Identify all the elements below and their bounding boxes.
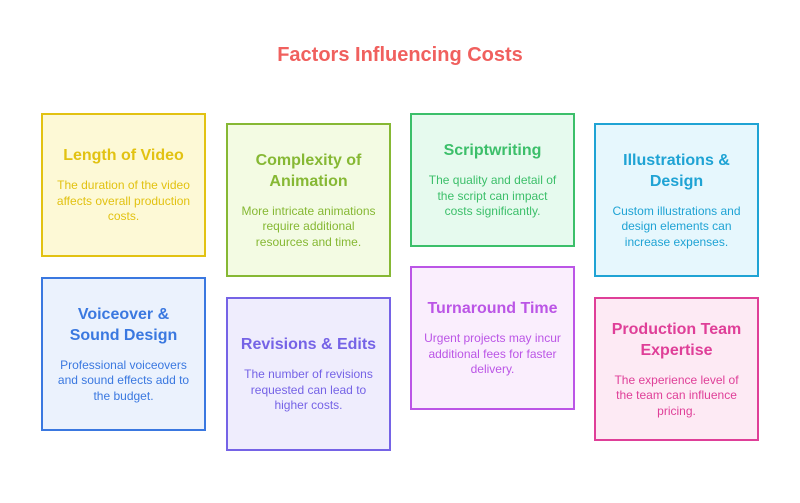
card-title: Illustrations & Design (623, 151, 730, 190)
card-title: Voiceover & Sound Design (69, 305, 178, 344)
card-length-of-video: Length of Video The duration of the video… (41, 113, 206, 257)
card-text: More intricate animations require additi… (241, 203, 376, 249)
diagram-title: Factors Influencing Costs (277, 44, 523, 66)
card-turnaround-time: Turnaround Time Urgent projects may incur… (410, 266, 575, 410)
card-title: Length of Video (63, 147, 184, 165)
card-text: The number of revisions requested can le… (244, 367, 373, 413)
card-title: Revisions & Edits (240, 336, 377, 354)
card-title: Production Team Expertise (611, 320, 742, 359)
card-scriptwriting: Scriptwriting The quality and detail of t… (410, 113, 575, 247)
card-text: Urgent projects may incur additional fee… (424, 331, 561, 377)
card-title: Complexity of Animation (255, 151, 362, 190)
card-text: Professional voiceovers and sound effect… (57, 357, 190, 403)
card-title: Turnaround Time (427, 300, 558, 318)
card-text: The experience level of the team can inf… (614, 372, 739, 418)
card-title: Scriptwriting (443, 142, 542, 160)
card-text: The quality and detail of the script can… (428, 173, 557, 219)
card-complexity-of-animation: Complexity of Animation More intricate an… (226, 123, 391, 277)
card-text: Custom illustrations and design elements… (612, 203, 741, 249)
card-illustrations-design: Illustrations & Design Custom illustratio… (594, 123, 759, 277)
card-production-team-expertise: Production Team Expertise The experience … (594, 297, 759, 441)
card-revisions-edits: Revisions & Edits The number of revisions… (226, 297, 391, 451)
card-voiceover-sound-design: Voiceover & Sound Design Professional voi… (41, 277, 206, 431)
card-text: The duration of the video affects overal… (56, 178, 191, 224)
